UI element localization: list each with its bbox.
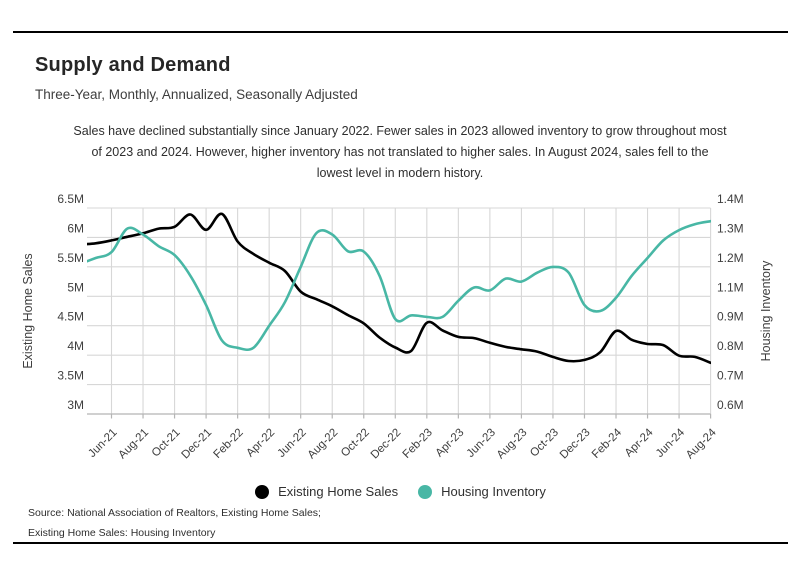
x-tick-label: Aug-23 [495, 427, 530, 462]
y-tick-label-right: 0.9M [717, 310, 744, 324]
x-tick-label: Dec-21 [180, 427, 215, 462]
x-tick-label: Jun-23 [465, 427, 498, 460]
x-tick-label: Feb-22 [211, 427, 245, 461]
x-tick-label: Jun-21 [86, 427, 119, 460]
legend-label: Housing Inventory [441, 484, 546, 499]
source-line-1: Source: National Association of Realtors… [28, 507, 321, 519]
x-tick-label: Aug-21 [116, 427, 151, 462]
x-tick-label: Apr-24 [623, 426, 656, 459]
y-axis-title-right: Housing Inventory [759, 260, 773, 362]
annotation-line-1: Sales have declined substantially since … [73, 124, 727, 138]
legend-item-housing-inventory: Housing Inventory [418, 484, 546, 499]
x-tick-label: Feb-23 [401, 427, 435, 461]
inventory-legend-dot-icon [418, 484, 433, 499]
bottom-rule [13, 542, 788, 544]
y-tick-label-left: 6.5M [57, 192, 84, 206]
y-tick-label-left: 5.5M [57, 251, 84, 265]
y-tick-label-right: 0.6M [717, 398, 744, 412]
x-tick-label: Oct-23 [528, 427, 561, 460]
top-rule [13, 31, 788, 33]
x-tick-label: Oct-22 [339, 427, 372, 460]
y-tick-label-right: 1.1M [717, 280, 744, 294]
y-tick-label-left: 4M [67, 339, 84, 353]
x-tick-label: Dec-22 [369, 427, 404, 462]
x-tick-label: Dec-23 [558, 427, 593, 462]
y-tick-label-right: 1.3M [717, 221, 744, 235]
annotation-line-2: of 2023 and 2024. However, higher invent… [91, 145, 709, 159]
y-tick-label-right: 0.7M [717, 369, 744, 383]
y-tick-label-left: 3M [67, 398, 84, 412]
inventory-line [87, 219, 711, 352]
sales-line [87, 212, 711, 365]
x-tick-label: Aug-22 [306, 427, 341, 462]
y-tick-label-right: 0.8M [717, 339, 744, 353]
x-tick-label: Aug-24 [684, 426, 719, 461]
y-axis-title-left: Existing Home Sales [21, 253, 35, 368]
page-title: Supply and Demand [35, 54, 231, 76]
x-tick-label: Jun-22 [275, 427, 308, 460]
x-tick-label: Feb-24 [590, 426, 625, 461]
x-tick-label: Apr-22 [244, 427, 277, 460]
x-tick-label: Apr-23 [434, 427, 467, 460]
source-line-2: Existing Home Sales: Housing Inventory [28, 526, 216, 539]
y-tick-label-right: 1.4M [717, 192, 744, 206]
chart-annotation: Sales have declined substantially since … [60, 121, 740, 184]
chart-legend: Existing Home Sales Housing Inventory [0, 484, 801, 499]
legend-item-existing-home-sales: Existing Home Sales [255, 484, 398, 499]
y-tick-label-right: 1.2M [717, 251, 744, 265]
y-tick-label-left: 5M [67, 280, 84, 294]
y-tick-label-left: 4.5M [57, 310, 84, 324]
annotation-line-3: lowest level in modern history. [316, 166, 484, 180]
page-subtitle: Three-Year, Monthly, Annualized, Seasona… [35, 87, 358, 102]
source-note: Source: National Association of Realtors… [28, 504, 321, 543]
x-tick-label: Jun-24 [654, 426, 688, 460]
sales-legend-dot-icon [255, 484, 270, 499]
y-tick-label-left: 6M [67, 221, 84, 235]
legend-label: Existing Home Sales [278, 484, 399, 499]
x-tick-label: Oct-21 [150, 427, 183, 460]
y-tick-label-left: 3.5M [57, 369, 84, 383]
